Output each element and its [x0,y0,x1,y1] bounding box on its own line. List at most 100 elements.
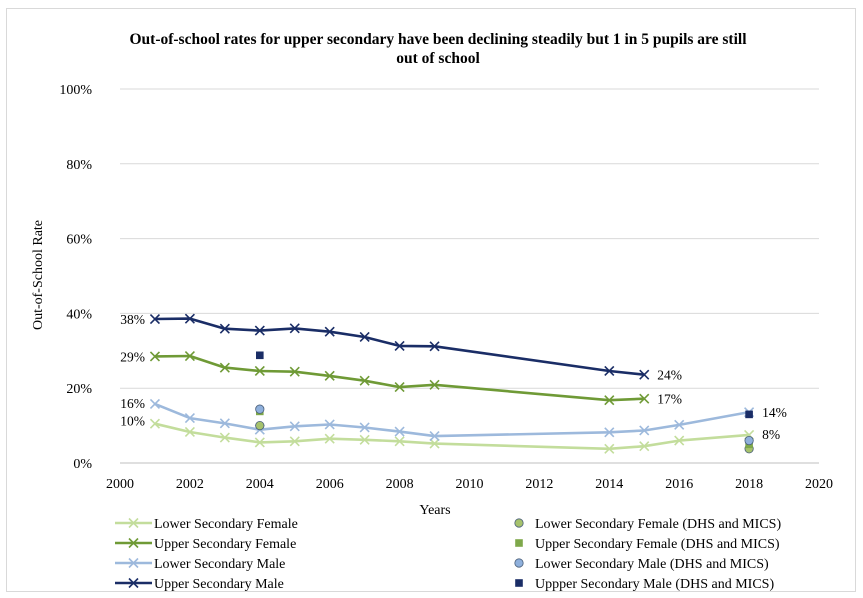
series-lines [149,313,755,454]
y-tick-label: 0% [73,457,92,472]
x-tick-label: 2018 [735,477,763,492]
survey-points [255,351,754,454]
marker-stroke [604,395,615,406]
data-point [219,323,230,334]
data-label-start: 10% [120,414,145,429]
data-point [254,437,265,448]
data-point [324,370,335,381]
marker-stroke [639,425,650,436]
data-point [394,382,405,393]
data-point [429,431,440,442]
data-point [639,393,650,404]
series-upper-secondary-male [149,313,650,380]
x-tick-label: 2016 [665,477,693,492]
marker-stroke [219,362,230,373]
survey-uppper-secondary-male-dhs-and-mics- [256,351,753,419]
marker-stroke [639,369,650,380]
data-point [324,433,335,444]
data-label-start: 16% [120,396,145,411]
chart-title-line-1: Out-of-school rates for upper secondary … [129,31,747,48]
data-point [674,419,685,430]
chart-frame [6,8,856,592]
x-tick-label: 2012 [525,477,553,492]
chart-title-line-2: out of school [396,50,480,67]
series-line [154,402,750,438]
marker-stroke [128,577,139,589]
data-label-end: 14% [762,405,787,420]
data-point [149,418,161,429]
marker-stroke [394,436,405,447]
data-point [184,350,195,362]
data-point [429,341,440,352]
x-tick-label: 2010 [456,477,484,492]
y-axis-title: Out-of-School Rate [31,220,46,330]
data-label-end: 24% [657,368,682,383]
series-lower-secondary-female [149,418,755,454]
data-point [254,325,265,336]
marker-stroke [184,350,195,362]
y-tick-label: 60% [66,233,92,248]
legend-swatch [514,558,524,568]
x-axis-ticks: 2000 2002 2004 2006 2008 2010 2012 2014 2016 2018… [106,477,833,492]
marker-stroke [254,325,265,336]
data-point [359,434,370,445]
marker-stroke [359,375,370,386]
marker-stroke [359,422,370,433]
marker-stroke [604,443,615,454]
legend-item: Lower Secondary Female [115,517,298,532]
marker-stroke [289,366,300,377]
marker-stroke [324,433,335,444]
data-point [184,426,195,438]
data-label-start: 29% [120,349,145,364]
y-tick-label: 40% [66,307,92,322]
survey-point [745,410,753,419]
data-point [604,427,615,438]
marker-stroke [324,419,335,430]
x-tick-label: 2004 [246,477,274,492]
survey-point [256,351,264,360]
marker-stroke [219,432,230,443]
marker-stroke [149,351,161,362]
data-point [149,313,161,325]
data-point [394,436,405,447]
legend-label: Lower Secondary Male [154,557,285,572]
legend-label: Upper Secondary Female (DHS and MICS) [535,537,780,552]
data-point [639,425,650,436]
y-tick-label: 100% [59,83,92,98]
data-point [359,422,370,433]
y-axis-ticks: 0% 20% 40% 60% 80% 100% [59,83,92,472]
data-point [324,419,335,430]
marker-stroke [219,418,230,429]
legend-label: Lower Secondary Female [154,517,298,532]
data-point [184,313,195,324]
legend-item: Upper Secondary Male [115,577,284,592]
legend-item: Lower Secondary Female (DHS and MICS) [514,517,781,532]
legend: Lower Secondary Female Upper Secondary Fe… [115,517,781,592]
marker-stroke [128,517,139,529]
legend-marker [128,557,139,569]
marker-stroke [429,341,440,352]
marker-stroke [674,435,685,446]
legend-marker [128,577,139,589]
data-point [429,379,440,390]
data-point [289,421,300,432]
legend-swatch [514,518,524,528]
marker-stroke [289,323,300,334]
marker-stroke [394,382,405,393]
marker-stroke [674,419,685,430]
legend-label: Uppper Secondary Male (DHS and MICS) [535,577,774,592]
x-tick-label: 2006 [316,477,344,492]
marker-stroke [128,537,139,549]
marker-stroke [604,427,615,438]
data-label-start: 38% [120,312,145,327]
legend-item: Lower Secondary Male [115,557,285,572]
marker-stroke [184,313,195,324]
marker-stroke [359,434,370,445]
data-point [289,323,300,334]
series-line [154,354,645,402]
data-point [639,441,650,452]
legend-label: Upper Secondary Female [154,537,296,552]
data-label-end: 8% [762,427,780,442]
legend-marker [128,517,139,529]
